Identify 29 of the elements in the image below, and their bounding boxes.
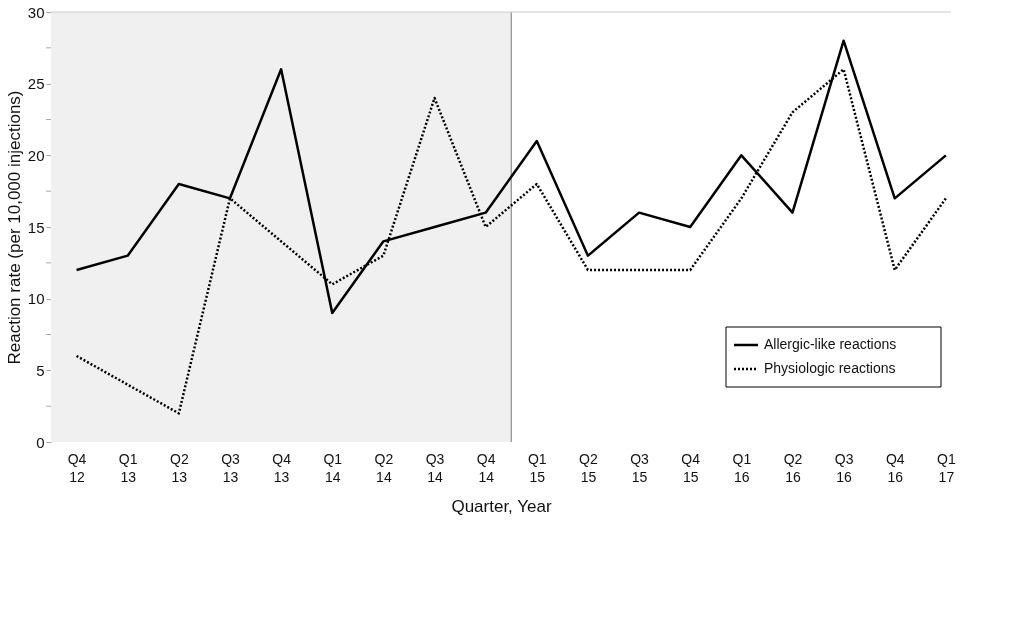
x-axis-title: Quarter, Year: [451, 496, 552, 516]
x-tick-label: Q2 14: [374, 450, 394, 485]
x-tick-label: Q1 16: [732, 450, 752, 485]
y-tick-label: 10: [27, 290, 45, 308]
x-tick-label: Q1 13: [118, 450, 138, 485]
x-tick-label: Q4 12: [67, 450, 87, 485]
y-tick-label: 0: [36, 433, 45, 451]
legend-label: Physiologic reactions: [764, 360, 896, 376]
x-tick-label: Q3 14: [425, 450, 445, 485]
y-tick-label: 25: [27, 75, 45, 93]
x-tick-label: Q2 16: [783, 450, 803, 485]
x-tick-label: Q3 16: [834, 450, 854, 485]
y-tick-label: 15: [27, 218, 45, 236]
x-tick-label: Q2 13: [170, 450, 189, 485]
legend-label: Allergic-like reactions: [764, 336, 897, 352]
x-tick-label: Q1 15: [527, 450, 547, 485]
x-tick-label: Q4 15: [681, 450, 701, 485]
x-tick-label: Q3 15: [630, 450, 650, 485]
x-tick-label: Q4 13: [272, 450, 292, 485]
x-tick-label: Q3 13: [221, 450, 241, 485]
x-tick-label: Q1 14: [323, 450, 343, 485]
x-tick-label: Q4 16: [885, 450, 905, 485]
y-tick-label: 30: [27, 3, 45, 21]
y-axis-title: Reaction rate (per 10,000 injections): [4, 90, 24, 365]
y-tick-label: 5: [36, 361, 45, 379]
x-tick-label: Q4 14: [476, 450, 496, 485]
y-tick-label: 20: [27, 146, 45, 164]
x-tick-label: Q2 15: [579, 450, 598, 485]
x-tick-label: Q1 17: [937, 450, 956, 485]
